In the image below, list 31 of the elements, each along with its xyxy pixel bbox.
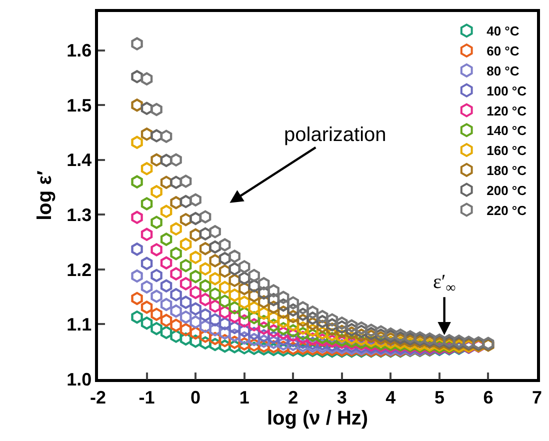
annotation: ε′$_{∞}$ (433, 271, 456, 296)
x-tick-label: -2 (90, 387, 106, 408)
y-tick-label: 1.6 (66, 40, 92, 61)
y-axis-title: log ε′ (34, 170, 56, 220)
legend-label: 60 °C (486, 44, 520, 59)
y-tick-label: 1.2 (66, 260, 92, 280)
x-tick-label: 7 (532, 387, 542, 408)
x-tick-label: 4 (386, 387, 396, 408)
x-tick-label: 2 (288, 387, 298, 408)
legend-label: 120 °C (486, 103, 528, 118)
x-tick-label: 0 (190, 387, 201, 408)
legend-label: 80 °C (486, 63, 520, 78)
y-tick-label: 1.1 (66, 314, 92, 335)
y-tick-label: 1.5 (66, 95, 92, 116)
legend-label: 100 °C (486, 83, 528, 98)
x-tick-label: 3 (336, 387, 347, 408)
legend-label: 180 °C (486, 162, 528, 178)
legend-label: 140 °C (486, 123, 528, 138)
legend-label: 160 °C (486, 143, 528, 158)
x-axis-title: log (ν / Hz) (266, 407, 368, 430)
x-tick-label: 6 (483, 387, 494, 408)
x-tick-label: 1 (239, 387, 250, 408)
y-tick-label: 1.4 (66, 150, 92, 170)
x-tick-label: -1 (138, 387, 155, 408)
y-tick-label: 1.3 (66, 204, 92, 225)
legend-label: 40 °C (486, 24, 520, 39)
y-tick-label: 1.0 (66, 369, 92, 390)
x-tick-label: 5 (434, 387, 444, 408)
annotation: polarization (284, 124, 386, 146)
legend-label: 200 °C (486, 182, 528, 198)
legend-label: 220 °C (486, 202, 528, 218)
